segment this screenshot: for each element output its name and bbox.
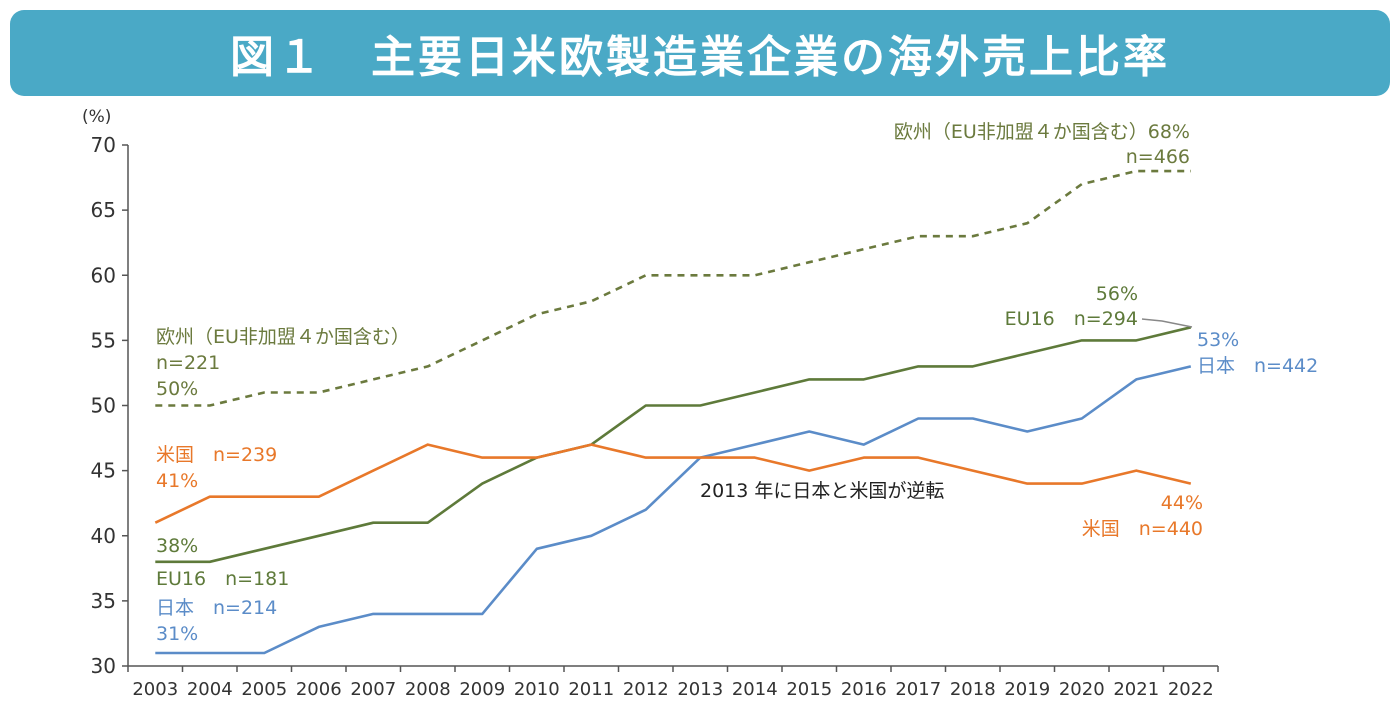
europe-series-line	[155, 169, 1191, 407]
x-tick-label: 2015	[786, 679, 832, 700]
y-tick-label: 65	[91, 198, 116, 222]
y-tick-label: 30	[91, 654, 116, 678]
eu16-start-name: EU16 n=181	[156, 568, 289, 590]
y-tick-label: 35	[91, 589, 116, 613]
usa-end-name: 米国 n=440	[1082, 518, 1203, 540]
europe-start-pct: 50%	[156, 378, 198, 400]
x-tick-label: 2012	[623, 679, 669, 700]
x-tick-label: 2011	[568, 679, 614, 700]
x-tick-label: 2018	[950, 679, 996, 700]
x-tick-label: 2008	[405, 679, 451, 700]
usa-start-pct: 41%	[156, 470, 198, 492]
eu16-end-name: EU16 n=294	[1005, 308, 1138, 330]
y-tick-label: 55	[91, 328, 116, 352]
y-tick-label: 50	[91, 394, 116, 418]
x-tick-label: 2009	[459, 679, 505, 700]
x-tick-label: 2017	[895, 679, 941, 700]
japan-end-name: 日本 n=442	[1197, 355, 1318, 377]
x-tick-label: 2003	[132, 679, 178, 700]
chart-title: 図１ 主要日米欧製造業企業の海外売上比率	[230, 32, 1170, 83]
europe-start-n: n=221	[156, 352, 220, 374]
eu16-series-line	[155, 326, 1192, 564]
japan-start-pct: 31%	[156, 623, 198, 645]
x-tick-label: 2004	[187, 679, 233, 700]
y-tick-label: 45	[91, 459, 116, 483]
axes: 30 35 40 45 50 55 60 65 70 2003 2004 2005 2006 2007 20…	[91, 133, 1219, 700]
x-tick-label: 2010	[514, 679, 560, 700]
japan-start-name: 日本 n=214	[156, 597, 277, 619]
x-tick-label: 2016	[841, 679, 887, 700]
x-tick-label: 2014	[732, 679, 778, 700]
y-tick-label: 70	[91, 133, 116, 157]
europe-end-n: n=466	[1126, 146, 1190, 168]
usa-end-pct: 44%	[1161, 492, 1203, 514]
x-tick-label: 2013	[677, 679, 723, 700]
eu16-end-pct: 56%	[1096, 283, 1138, 305]
x-tick-label: 2019	[1004, 679, 1050, 700]
x-tick-label: 2022	[1168, 679, 1214, 700]
eu16-start-pct: 38%	[156, 535, 198, 557]
x-tick-label: 2020	[1059, 679, 1105, 700]
y-tick-label: 60	[91, 263, 116, 287]
japan-series-line	[155, 365, 1192, 655]
title-bar: 図１ 主要日米欧製造業企業の海外売上比率	[10, 10, 1390, 96]
y-unit-label: (%)	[82, 107, 111, 127]
y-tick-label: 40	[91, 524, 116, 548]
x-tick-label: 2005	[241, 679, 287, 700]
europe-start-name: 欧州（EU非加盟４か国含む）	[156, 326, 410, 348]
crossover-note: 2013 年に日本と米国が逆転	[700, 480, 944, 502]
series-layer	[154, 169, 1192, 655]
eu16-leader-line	[1141, 318, 1193, 328]
usa-start-name: 米国 n=239	[156, 444, 277, 466]
x-tick-label: 2021	[1113, 679, 1159, 700]
x-tick-label: 2006	[296, 679, 342, 700]
japan-end-pct: 53%	[1197, 329, 1239, 351]
x-tick-label: 2007	[350, 679, 396, 700]
usa-series-line	[154, 443, 1192, 524]
europe-end-label: 欧州（EU非加盟４か国含む）68%	[894, 121, 1190, 143]
